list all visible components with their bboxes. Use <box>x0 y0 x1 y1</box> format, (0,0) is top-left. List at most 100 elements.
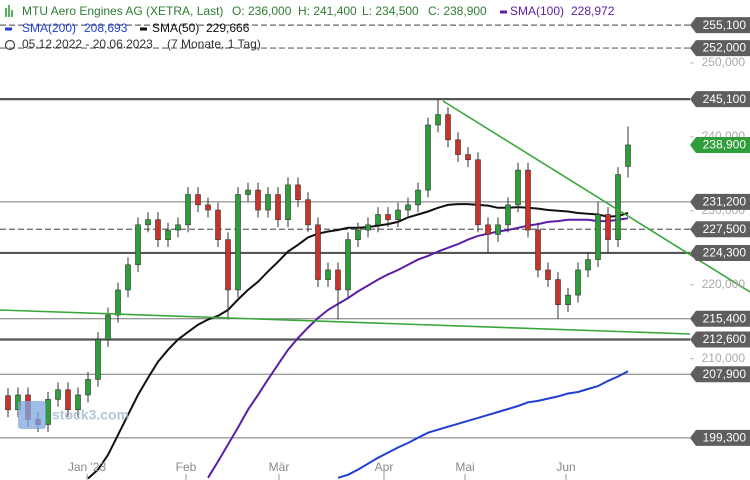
candle-body <box>355 229 361 240</box>
candle-body <box>435 114 441 126</box>
candle-body <box>615 174 621 240</box>
candle-body <box>285 184 291 220</box>
candle-body <box>535 229 541 271</box>
level-box <box>690 331 750 348</box>
level-label: 215,400 <box>703 311 747 325</box>
candle-body <box>5 395 11 411</box>
candle-body <box>235 194 241 291</box>
candle-body <box>55 389 61 400</box>
y-tick-label: 210,000 <box>702 351 746 365</box>
candle-body <box>485 224 491 235</box>
candle-body <box>155 219 161 240</box>
x-tick-label: Jun <box>556 460 575 474</box>
candle-body <box>85 379 91 396</box>
candle-body <box>135 224 141 266</box>
candle-body <box>145 219 151 226</box>
chart-icon <box>5 5 13 17</box>
level-box <box>690 17 750 34</box>
candle-body <box>565 294 571 306</box>
x-tick-label: Feb <box>176 460 197 474</box>
candle-body <box>525 169 531 231</box>
candle-body <box>475 159 481 226</box>
candle-body <box>425 124 431 191</box>
candle-body <box>575 269 581 296</box>
x-tick-label: Mai <box>455 460 474 474</box>
level-label: 212,600 <box>703 332 747 346</box>
x-tick-label: Jan '23 <box>68 460 107 474</box>
legend-value: 208,693 <box>84 21 128 35</box>
period-note: (7 Monate, 1 Tag) <box>167 37 261 51</box>
candle-body <box>505 204 511 226</box>
candle-body <box>125 264 131 291</box>
candle-body <box>605 214 611 240</box>
ohlc-label: L: 234,500 <box>362 4 419 18</box>
level-box <box>690 91 750 108</box>
level-label: 227,500 <box>703 222 747 236</box>
candle-body <box>335 269 341 291</box>
candle-body <box>65 389 71 411</box>
candle-body <box>405 204 411 211</box>
level-box <box>690 40 750 57</box>
ohlc-label: C: 238,900 <box>428 4 487 18</box>
last-price-box <box>690 136 750 153</box>
candle-body <box>115 289 121 316</box>
ohlc-label: O: 236,000 <box>232 4 292 18</box>
candle-body <box>375 214 381 226</box>
level-label: 255,100 <box>703 18 747 32</box>
watermark: stock3.com <box>18 401 129 429</box>
level-label: 199,300 <box>703 431 747 445</box>
sma-line <box>337 370 629 479</box>
candle-body <box>195 194 201 206</box>
candle-body <box>175 224 181 231</box>
level-box <box>690 366 750 383</box>
candle-body <box>295 184 301 200</box>
clock-icon <box>4 39 16 51</box>
candle-body <box>305 199 311 226</box>
y-tick-label: 250,000 <box>702 55 746 69</box>
legend-value: 228,972 <box>571 4 615 18</box>
legend-name: SMA(200) <box>22 21 76 35</box>
level-box <box>690 310 750 327</box>
candle-body <box>445 114 451 141</box>
candle-body <box>205 204 211 211</box>
level-box <box>690 429 750 446</box>
candle-body <box>585 259 591 271</box>
candle-body <box>555 279 561 306</box>
level-label: 252,000 <box>703 41 747 55</box>
level-box <box>690 221 750 238</box>
candle-body <box>395 209 401 220</box>
candle-body <box>255 189 261 211</box>
candle-body <box>365 224 371 231</box>
candle-body <box>225 239 231 291</box>
candle-body <box>545 269 551 280</box>
candle-body <box>595 214 601 260</box>
candle-body <box>95 339 101 380</box>
candle-body <box>245 189 251 195</box>
plot-over: Jan '23 Feb Mär Apr Mai Jun250,000240,000230,… <box>68 17 750 474</box>
candle-body <box>185 194 191 226</box>
candle-body <box>265 194 271 211</box>
last-price-label: 238,900 <box>703 138 747 152</box>
level-label: 224,300 <box>703 246 747 260</box>
level-box <box>690 244 750 261</box>
candle-body <box>415 189 421 206</box>
sma-line <box>207 217 629 479</box>
level-label: 245,100 <box>703 92 747 106</box>
chart-title: MTU Aero Engines AG (XETRA, Last) <box>22 4 223 18</box>
candle-body <box>105 314 111 340</box>
candle-body <box>315 224 321 280</box>
candle-body <box>215 209 221 240</box>
legend-name: SMA(50) <box>152 21 199 35</box>
period: 05.12.2022 - 20.06.2023 <box>22 37 153 51</box>
level-box <box>690 193 750 210</box>
level-label: 231,200 <box>703 195 747 209</box>
candle-body <box>75 394 81 411</box>
level-label: 207,900 <box>703 367 747 381</box>
y-tick-label: 220,000 <box>702 277 746 291</box>
candle-body <box>165 229 171 240</box>
watermark-text: stock3.com <box>52 407 129 423</box>
watermark-logo <box>18 401 46 429</box>
plot-under <box>0 24 690 480</box>
